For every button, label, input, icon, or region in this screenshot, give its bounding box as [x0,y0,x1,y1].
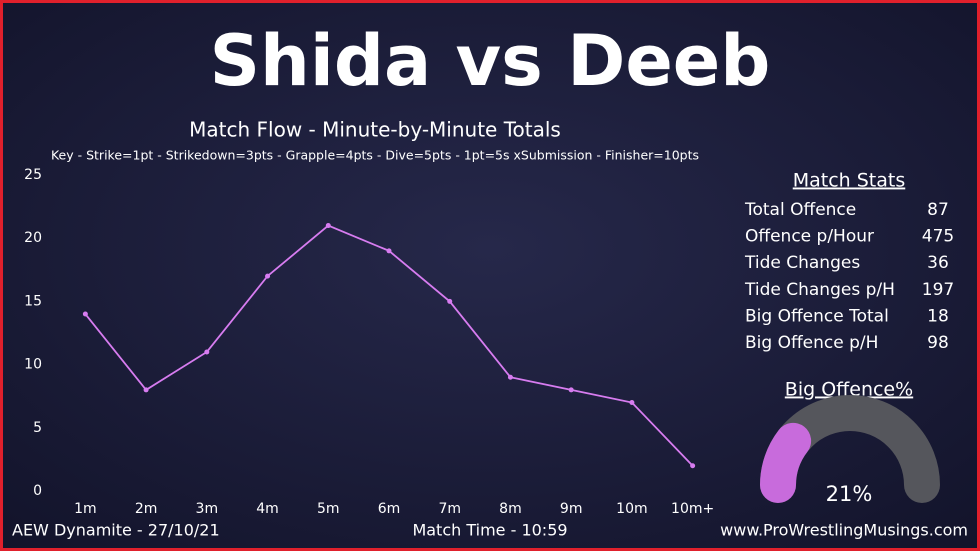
stat-label: Offence p/Hour [745,227,874,247]
x-tick-label: 6m [378,501,401,517]
stat-value: 36 [927,253,949,273]
page-title: Shida vs Deeb [210,20,771,102]
footer-right: www.ProWrestlingMusings.com [720,521,968,540]
stat-value: 18 [927,306,949,326]
footer-left: AEW Dynamite - 27/10/21 [12,521,220,540]
x-tick-label: 1m [74,501,97,517]
data-point [265,273,271,279]
data-point [447,298,453,304]
data-point [325,223,331,229]
y-tick-label: 5 [33,420,42,436]
y-tick-label: 15 [24,293,42,309]
stat-value: 475 [922,227,954,247]
x-tick-label: 4m [256,501,279,517]
stats-title: Match Stats [793,170,906,192]
data-point [386,248,392,254]
stat-label: Tide Changes p/H [744,280,895,300]
x-tick-label: 10m [616,501,647,517]
data-point [82,311,88,317]
stat-label: Total Offence [744,200,856,220]
data-point [690,463,696,469]
stat-label: Big Offence p/H [745,333,878,353]
footer-center: Match Time - 10:59 [412,521,567,540]
data-point [143,387,149,393]
data-point [507,374,513,380]
y-tick-label: 25 [24,167,42,183]
x-tick-label: 3m [196,501,219,517]
data-point [568,387,574,393]
x-tick-label: 2m [135,501,158,517]
x-tick-label: 7m [438,501,461,517]
stat-value: 98 [927,333,949,353]
stat-value: 197 [922,280,954,300]
x-tick-label: 8m [499,501,522,517]
data-point [629,400,635,406]
x-tick-label: 5m [317,501,340,517]
gauge-fill [760,422,812,503]
stat-value: 87 [927,200,949,220]
x-tick-label: 10m+ [671,501,714,517]
y-tick-label: 20 [24,230,42,246]
chart-title: Match Flow - Minute-by-Minute Totals [189,118,561,142]
y-tick-label: 0 [33,483,42,499]
stat-label: Tide Changes [744,253,860,273]
y-tick-label: 10 [24,357,42,373]
chart-key: Key - Strike=1pt - Strikedown=3pts - Gra… [51,148,699,163]
stat-label: Big Offence Total [745,306,889,326]
data-point [204,349,210,355]
x-tick-label: 9m [560,501,583,517]
gauge-value: 21% [826,482,873,506]
gauge-title: Big Offence% [785,379,913,401]
